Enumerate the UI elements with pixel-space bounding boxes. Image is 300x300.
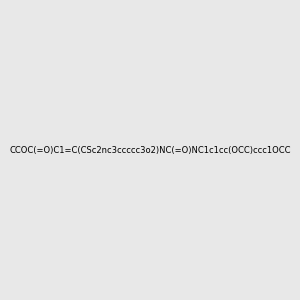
Text: CCOC(=O)C1=C(CSc2nc3ccccc3o2)NC(=O)NC1c1cc(OCC)ccc1OCC: CCOC(=O)C1=C(CSc2nc3ccccc3o2)NC(=O)NC1c1… [9, 146, 291, 154]
